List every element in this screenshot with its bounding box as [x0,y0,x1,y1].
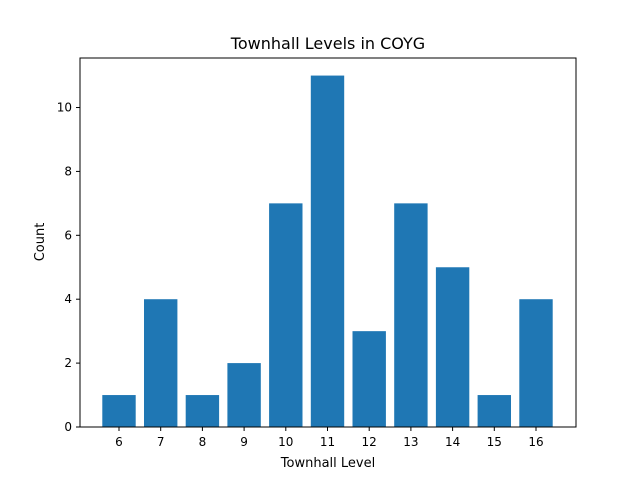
bar-9 [227,363,261,427]
y-tick-label: 8 [64,164,72,178]
plot-frame [79,57,577,428]
x-tick-label: 14 [445,435,460,449]
bars-group [102,75,553,427]
y-tick-label: 6 [64,228,72,242]
y-tick-label: 2 [64,356,72,370]
bar-6 [102,395,136,427]
x-tick-label: 7 [157,435,165,449]
x-axis-ticks: 6 7 8 9 10 11 12 13 14 15 16 [115,427,544,449]
x-tick-label: 8 [199,435,207,449]
x-tick-label: 15 [487,435,502,449]
y-tick-label: 0 [64,420,72,434]
x-tick-label: 11 [320,435,335,449]
x-tick-label: 13 [403,435,418,449]
bar-7 [144,299,178,427]
y-axis-ticks: 0 2 4 6 8 10 [57,101,80,434]
x-tick-label: 10 [278,435,293,449]
bar-14 [435,267,470,427]
bar-11 [310,75,345,427]
bar-16 [519,299,553,427]
x-tick-label: 16 [528,435,543,449]
bar-15 [477,395,511,427]
bar-13 [394,203,428,427]
x-tick-label: 9 [240,435,248,449]
y-tick-label: 10 [57,101,72,115]
chart-title: Townhall Levels in COYG [230,34,425,53]
bar-12 [352,331,386,427]
x-tick-label: 12 [362,435,377,449]
y-axis-label: Count [33,223,48,262]
x-tick-label: 6 [115,435,123,449]
bar-10 [269,203,303,427]
y-tick-label: 4 [64,292,72,306]
bar-8 [185,395,220,427]
x-axis-label: Townhall Level [280,456,375,471]
